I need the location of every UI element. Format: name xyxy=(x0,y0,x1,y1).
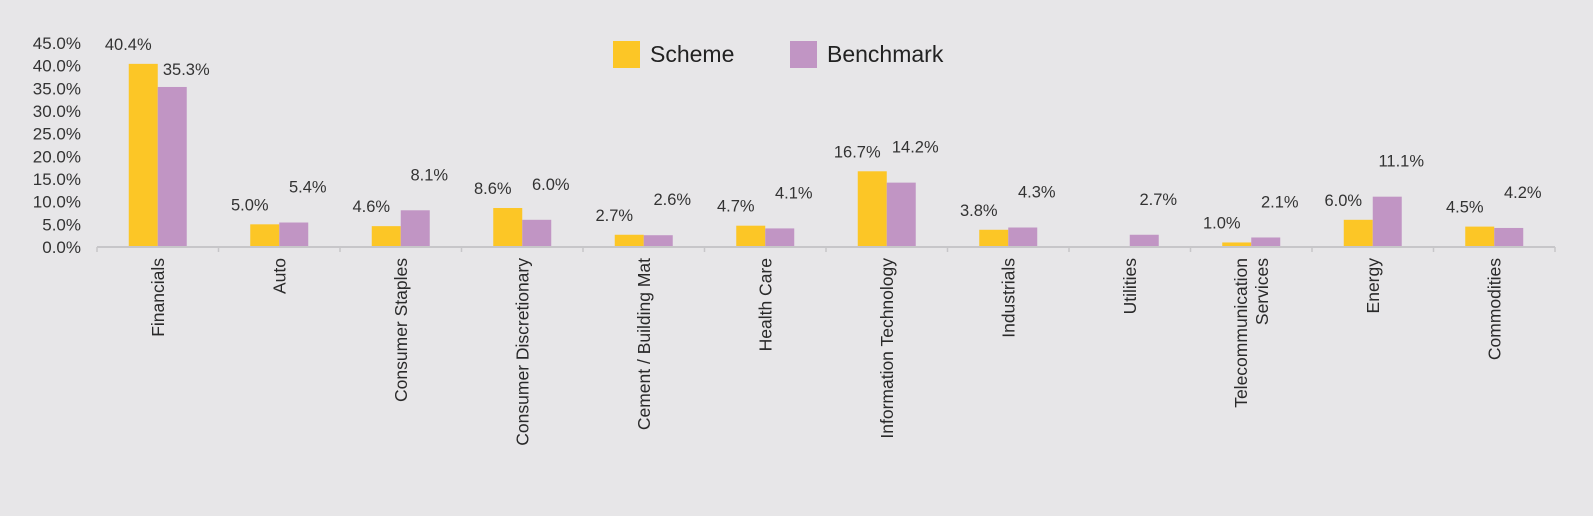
benchmark-data-label: 11.1% xyxy=(1378,153,1424,171)
benchmark-bar xyxy=(765,228,795,247)
benchmark-bar xyxy=(886,182,916,247)
benchmark-legend-swatch xyxy=(790,41,817,68)
x-category-label: Cement / Building Mat xyxy=(634,258,654,430)
benchmark-data-label: 4.1% xyxy=(775,184,813,202)
x-category-label: Health Care xyxy=(755,258,775,351)
y-tick-label: 10.0% xyxy=(33,193,81,212)
scheme-bar xyxy=(1465,226,1495,247)
benchmark-legend-label: Benchmark xyxy=(827,41,944,67)
y-tick-label: 40.0% xyxy=(33,57,81,76)
benchmark-bar xyxy=(1251,237,1281,247)
benchmark-data-label: 2.7% xyxy=(1139,191,1177,209)
x-category-label: Energy xyxy=(1363,258,1383,314)
scheme-data-label: 16.7% xyxy=(834,143,881,161)
benchmark-data-label: 35.3% xyxy=(163,61,210,79)
scheme-data-label: 4.6% xyxy=(352,198,390,216)
benchmark-bar xyxy=(1008,227,1038,247)
x-category-label: Utilities xyxy=(1120,258,1140,315)
y-tick-label: 5.0% xyxy=(42,215,81,234)
scheme-bar xyxy=(614,234,644,247)
x-category-label: Consumer Staples xyxy=(391,258,411,402)
scheme-data-label: 2.7% xyxy=(595,207,633,225)
scheme-data-label: 3.8% xyxy=(960,202,998,220)
x-category-label: Commodities xyxy=(1484,258,1504,360)
benchmark-bar xyxy=(522,219,552,247)
scheme-bar xyxy=(493,208,523,247)
benchmark-data-label: 5.4% xyxy=(289,179,327,197)
scheme-data-label: 4.5% xyxy=(1446,199,1484,217)
scheme-bar xyxy=(250,224,280,247)
benchmark-bar xyxy=(1494,227,1524,247)
scheme-bar xyxy=(857,171,887,247)
y-tick-label: 20.0% xyxy=(33,147,81,166)
benchmark-data-label: 8.1% xyxy=(410,166,448,184)
scheme-bar xyxy=(1343,219,1373,247)
scheme-bar xyxy=(1222,242,1252,247)
scheme-data-label: 8.6% xyxy=(474,180,512,198)
y-tick-label: 30.0% xyxy=(33,102,81,121)
benchmark-data-label: 2.1% xyxy=(1261,193,1299,211)
scheme-data-label: 6.0% xyxy=(1324,192,1362,210)
scheme-data-label: 5.0% xyxy=(231,196,269,214)
benchmark-data-label: 4.2% xyxy=(1504,184,1542,202)
y-tick-label: 0.0% xyxy=(42,238,81,257)
benchmark-bar xyxy=(1129,234,1159,247)
scheme-bar xyxy=(371,226,401,247)
benchmark-bar xyxy=(157,86,187,248)
scheme-bar xyxy=(128,63,158,247)
x-category-label: Consumer Discretionary xyxy=(512,258,532,446)
x-category-label: Information Technology xyxy=(877,258,897,439)
scheme-data-label: 1.0% xyxy=(1203,214,1241,232)
y-tick-label: 15.0% xyxy=(33,170,81,189)
benchmark-bar xyxy=(400,210,430,247)
benchmark-bar xyxy=(279,222,309,247)
x-category-label: Telecommunication xyxy=(1231,258,1251,408)
scheme-data-label: 40.4% xyxy=(105,36,152,54)
benchmark-data-label: 14.2% xyxy=(892,139,939,157)
benchmark-data-label: 6.0% xyxy=(532,176,570,194)
benchmark-bar xyxy=(643,235,673,247)
scheme-legend-label: Scheme xyxy=(650,41,734,67)
benchmark-data-label: 2.6% xyxy=(653,191,691,209)
benchmark-data-label: 4.3% xyxy=(1018,184,1056,202)
x-category-label: Services xyxy=(1252,258,1272,325)
scheme-bar xyxy=(979,229,1009,247)
scheme-data-label: 4.7% xyxy=(717,198,755,216)
scheme-legend-swatch xyxy=(613,41,640,68)
y-tick-label: 35.0% xyxy=(33,79,81,98)
benchmark-bar xyxy=(1372,196,1402,247)
x-category-label: Industrials xyxy=(998,258,1018,338)
scheme-bar xyxy=(736,225,766,247)
y-tick-label: 45.0% xyxy=(33,34,81,53)
y-tick-label: 25.0% xyxy=(33,125,81,144)
x-category-label: Financials xyxy=(148,258,168,337)
x-category-label: Auto xyxy=(269,258,289,294)
